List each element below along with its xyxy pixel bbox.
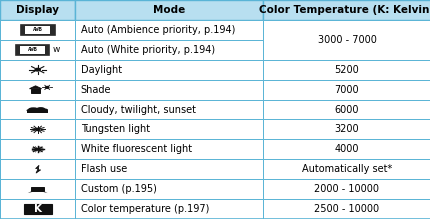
Bar [262,0,430,20]
Text: w: w [52,45,59,54]
Bar [0,119,75,139]
Bar [262,80,430,100]
Text: 3200: 3200 [334,124,359,134]
Polygon shape [28,191,34,193]
Ellipse shape [28,107,39,112]
Bar [0,60,75,80]
Bar [31,89,40,93]
Bar [262,159,430,179]
Text: Cloudy, twilight, sunset: Cloudy, twilight, sunset [80,104,195,115]
FancyBboxPatch shape [24,204,52,214]
Bar [0,20,75,40]
Bar [75,20,262,40]
Text: Mode: Mode [153,5,185,15]
Text: 5200: 5200 [334,65,359,75]
Bar [0,100,75,119]
Circle shape [36,148,39,150]
Text: Daylight: Daylight [80,65,121,75]
Bar [75,159,262,179]
Text: 2000 - 10000: 2000 - 10000 [314,184,378,194]
Bar [75,199,262,219]
Polygon shape [41,191,47,193]
Bar [75,40,262,60]
FancyBboxPatch shape [15,44,49,55]
Bar [262,20,430,60]
Text: AWB: AWB [28,47,37,52]
Bar [0,199,75,219]
Text: 6000: 6000 [334,104,358,115]
Text: AWB: AWB [33,27,43,32]
Text: Auto (Ambience priority, p.194): Auto (Ambience priority, p.194) [80,25,234,35]
Text: Automatically set*: Automatically set* [301,164,391,174]
Bar [75,119,262,139]
Bar [262,179,430,199]
Ellipse shape [40,108,48,111]
Bar [0,80,75,100]
Text: Color temperature (p.197): Color temperature (p.197) [80,204,209,214]
FancyBboxPatch shape [25,26,50,34]
Bar [0,159,75,179]
Text: 4000: 4000 [334,144,358,154]
Circle shape [35,68,40,71]
FancyBboxPatch shape [21,25,54,35]
Bar [75,139,262,159]
Text: Auto (White priority, p.194): Auto (White priority, p.194) [80,45,214,55]
Text: Color Temperature (K: Kelvin): Color Temperature (K: Kelvin) [259,5,430,15]
Polygon shape [29,86,41,89]
Bar [262,100,430,119]
Bar [75,0,262,20]
Bar [0,139,75,159]
Text: 7000: 7000 [334,85,359,95]
Bar [75,80,262,100]
Bar [262,119,430,139]
Text: Shade: Shade [80,85,111,95]
Bar [0,40,75,60]
Text: 3000 - 7000: 3000 - 7000 [317,35,375,45]
Text: White fluorescent light: White fluorescent light [80,144,191,154]
FancyBboxPatch shape [20,46,45,54]
Text: Tungsten light: Tungsten light [80,124,149,134]
Polygon shape [35,165,40,173]
Text: K: K [34,204,42,214]
Text: Display: Display [16,5,59,15]
Bar [75,60,262,80]
Text: Flash use: Flash use [80,164,126,174]
Text: 2500 - 10000: 2500 - 10000 [313,204,379,214]
Bar [0,0,75,20]
Circle shape [45,87,49,88]
Bar [0,179,75,199]
Circle shape [35,128,40,131]
Bar [262,199,430,219]
Bar [75,179,262,199]
Bar [262,60,430,80]
Bar [31,187,44,191]
Ellipse shape [26,109,33,112]
Bar [75,100,262,119]
Ellipse shape [36,107,45,111]
Bar [27,110,48,113]
Text: Custom (p.195): Custom (p.195) [80,184,156,194]
Bar [262,139,430,159]
